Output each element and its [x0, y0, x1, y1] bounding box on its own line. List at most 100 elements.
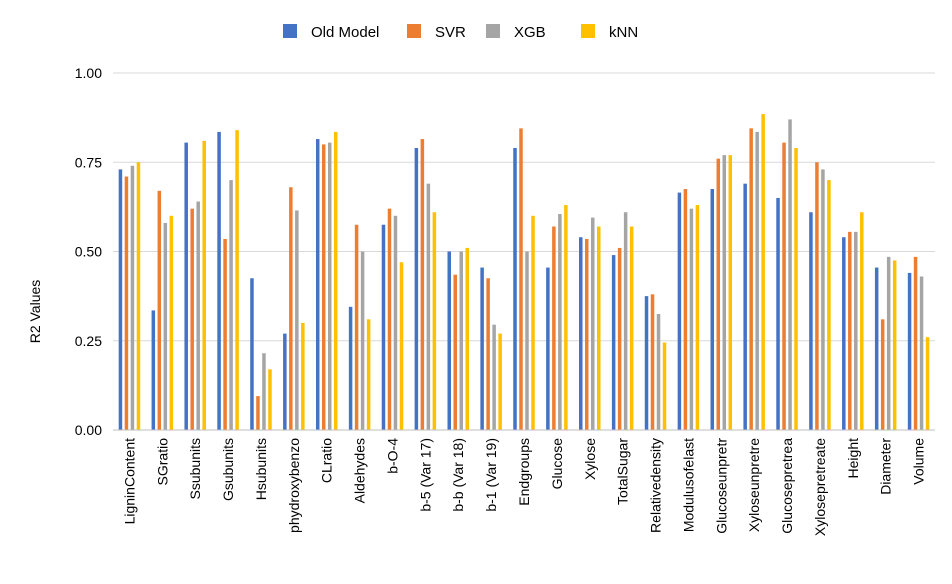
y-tick-label: 0.25 [75, 333, 102, 349]
x-tick-label: b-O-4 [384, 438, 400, 474]
y-tick-label: 1.00 [75, 65, 102, 81]
bar-old-model [381, 224, 386, 430]
bar-old-model [874, 267, 879, 430]
bar-xgb [130, 165, 135, 430]
bar-old-model [348, 306, 353, 430]
bar-xgb [525, 251, 529, 430]
bar-old-model [743, 183, 747, 430]
bar-xgb [262, 353, 266, 430]
bar-knn [629, 226, 634, 430]
bar-knn [432, 212, 437, 430]
bar-knn [695, 205, 700, 430]
bar-old-model [315, 139, 320, 431]
bar-svr [486, 278, 490, 430]
x-tick-label: Modulusofelast [680, 438, 696, 532]
bar-svr [552, 226, 556, 430]
bar-knn [892, 260, 897, 430]
bars [118, 114, 930, 431]
bar-xgb [360, 251, 365, 430]
legend-swatch [407, 24, 421, 38]
bar-svr [782, 142, 786, 431]
bar-knn [827, 180, 831, 430]
x-tick-label: Ssubunits [187, 438, 203, 499]
bar-xgb [854, 231, 858, 430]
bar-old-model [513, 147, 517, 430]
bar-old-model [842, 237, 846, 430]
x-tick-label: Hsubunits [253, 438, 269, 500]
x-tick-label: Volume [911, 438, 927, 485]
bar-svr [289, 187, 293, 430]
bar-old-model [151, 310, 156, 430]
bar-svr [716, 158, 721, 430]
bar-old-model [710, 189, 715, 430]
x-tick-label: b-b (Var 18) [450, 438, 466, 512]
y-tick-label: 0.00 [75, 422, 102, 438]
bar-old-model [579, 237, 583, 430]
x-tick-label: Height [845, 438, 861, 479]
bar-svr [256, 396, 260, 430]
bar-knn [531, 215, 535, 430]
bar-xgb [459, 251, 463, 430]
grid-lines [113, 72, 935, 342]
bar-old-model [611, 255, 616, 430]
bar-svr [223, 239, 227, 430]
x-tick-label: LigninContent [121, 438, 137, 525]
bar-knn [498, 333, 502, 430]
bar-xgb [196, 201, 200, 430]
bar-knn [333, 131, 338, 430]
bar-svr [585, 239, 589, 430]
bar-xgb [229, 180, 233, 430]
legend-label: Old Model [311, 24, 379, 41]
bar-xgb [722, 155, 727, 431]
legend-swatch [581, 24, 595, 38]
bar-xgb [821, 169, 825, 430]
bar-xgb [788, 119, 792, 430]
bar-old-model [414, 147, 419, 430]
bar-svr [650, 294, 655, 430]
x-axis-tick-labels: LigninContent SGratio Ssubunits Gsubunits Hs… [121, 438, 926, 536]
bar-xgb [623, 212, 628, 430]
y-axis-title: R2 Values [27, 280, 43, 344]
y-axis-tick-labels: 0.00 0.25 0.50 0.75 1.00 [75, 65, 102, 438]
bar-knn [235, 130, 239, 430]
bar-svr [617, 247, 622, 430]
x-tick-label: TotalSugar [615, 438, 631, 505]
bar-svr [519, 128, 523, 430]
x-tick-label: CLratio [319, 438, 335, 483]
x-tick-label: SGratio [154, 438, 170, 486]
bar-knn [761, 114, 765, 431]
bar-svr [749, 128, 753, 430]
bar-knn [662, 342, 667, 430]
bar-knn [366, 319, 371, 430]
bar-old-model [447, 251, 451, 430]
bar-svr [683, 189, 688, 430]
legend-swatch [283, 24, 297, 38]
x-tick-label: Glucoseunpretr [713, 438, 729, 534]
bar-svr [815, 162, 819, 430]
bar-old-model [809, 212, 813, 430]
x-tick-label: Gsubunits [220, 438, 236, 501]
bar-knn [465, 247, 469, 430]
y-tick-label: 0.50 [75, 244, 102, 260]
bar-old-model [184, 142, 188, 431]
bar-xgb [591, 217, 595, 430]
x-tick-label: phydroxybenzo [286, 438, 302, 533]
legend-label: kNN [609, 24, 638, 41]
bar-old-model [776, 197, 780, 430]
x-tick-label: Diameter [878, 438, 894, 495]
bar-xgb [886, 256, 891, 430]
bar-svr [354, 224, 359, 430]
legend-label: SVR [435, 24, 466, 41]
bar-old-model [217, 131, 221, 430]
y-tick-label: 0.75 [75, 154, 102, 170]
bar-old-model [644, 296, 649, 430]
bar-knn [301, 322, 305, 430]
x-tick-label: b-5 (Var 17) [417, 438, 433, 512]
bar-xgb [558, 214, 562, 430]
bar-old-model [677, 192, 682, 430]
bar-knn [136, 162, 141, 430]
bar-knn [399, 262, 404, 430]
bar-xgb [755, 131, 759, 430]
bar-xgb [426, 183, 431, 430]
